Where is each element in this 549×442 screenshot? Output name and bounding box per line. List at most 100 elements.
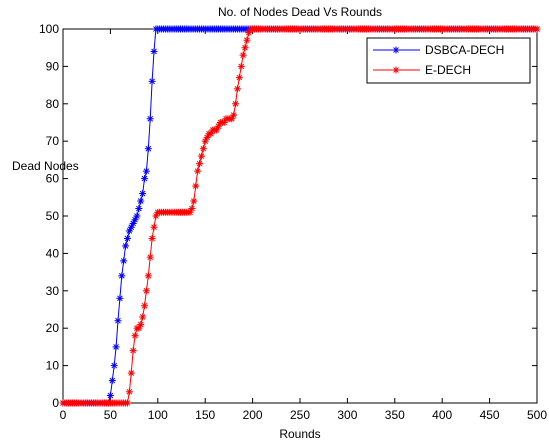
series-group	[59, 25, 541, 407]
marker-stroke	[238, 63, 245, 70]
data-point	[233, 85, 241, 93]
marker-stroke	[141, 175, 148, 182]
marker-stroke	[393, 67, 399, 73]
legend: DSBCA-DECH E-DECH	[366, 37, 531, 84]
marker-stroke	[149, 235, 155, 242]
data-point	[135, 205, 143, 213]
marker-stroke	[240, 52, 246, 58]
data-point	[137, 197, 145, 205]
marker-stroke	[126, 388, 133, 395]
data-point	[123, 399, 131, 407]
x-tick-label: 50	[104, 408, 118, 422]
data-point	[243, 36, 251, 44]
data-point	[141, 302, 149, 310]
chart-title: No. of Nodes Dead Vs Rounds	[218, 5, 382, 19]
data-point	[235, 74, 243, 82]
data-point	[118, 272, 126, 280]
data-point	[137, 320, 145, 328]
y-tick-label: 40	[46, 246, 60, 260]
x-tick-label: 450	[480, 408, 500, 422]
y-axis-label: Dead Nodes	[12, 159, 79, 173]
y-tick-label: 10	[46, 359, 60, 373]
marker-stroke	[120, 258, 127, 264]
data-point	[232, 100, 240, 108]
marker-stroke	[191, 198, 197, 204]
legend-marker	[392, 46, 400, 54]
y-tick-label: 80	[46, 97, 60, 111]
data-point	[146, 115, 154, 123]
marker-stroke	[242, 44, 248, 51]
x-tick-label: 400	[432, 408, 452, 422]
data-point	[146, 253, 154, 261]
data-point	[199, 145, 207, 153]
plot-area	[62, 28, 538, 404]
marker-stroke	[234, 86, 241, 92]
marker-stroke	[136, 205, 142, 212]
data-point	[150, 47, 158, 55]
marker-stroke	[124, 400, 131, 406]
data-point	[123, 234, 131, 242]
y-tick-label: 30	[46, 284, 60, 298]
data-point	[142, 167, 150, 175]
data-point	[139, 313, 147, 321]
data-point	[131, 332, 139, 340]
data-point	[116, 294, 124, 302]
marker-stroke	[128, 370, 135, 376]
y-tick-label: 50	[46, 209, 60, 223]
marker-stroke	[232, 100, 239, 107]
marker-stroke	[147, 254, 154, 260]
y-tick-label: 70	[46, 134, 60, 148]
marker-stroke	[118, 273, 125, 279]
marker-stroke	[115, 317, 121, 324]
y-tick-label: 100	[39, 22, 59, 36]
data-point	[241, 44, 249, 52]
y-tick-label: 20	[46, 321, 60, 335]
data-point	[196, 160, 204, 168]
marker-stroke	[139, 190, 146, 197]
data-point	[139, 190, 147, 198]
data-point	[106, 392, 114, 400]
marker-stroke	[107, 392, 114, 399]
data-point	[127, 369, 135, 377]
data-point	[197, 152, 205, 160]
data-point	[148, 234, 156, 242]
data-point	[142, 287, 150, 295]
marker-stroke	[145, 273, 152, 279]
data-point	[533, 25, 541, 33]
marker-stroke	[134, 213, 140, 219]
data-point	[133, 212, 141, 220]
y-tick-label: 60	[46, 172, 60, 186]
x-tick-label: 200	[243, 408, 263, 422]
y-tick-label: 0	[52, 396, 59, 410]
series-e-dech	[59, 25, 541, 407]
marker-stroke	[113, 344, 119, 350]
marker-stroke	[145, 145, 152, 152]
marker-stroke	[117, 295, 123, 302]
x-tick-label: 0	[60, 408, 67, 422]
data-point	[122, 242, 130, 250]
data-point	[129, 347, 137, 355]
data-point	[144, 272, 152, 280]
data-point	[194, 167, 202, 175]
marker-stroke	[236, 74, 243, 81]
marker-stroke	[192, 183, 199, 189]
data-point	[114, 317, 122, 325]
marker-stroke	[149, 78, 155, 85]
data-point	[108, 377, 116, 385]
x-tick-label: 150	[195, 408, 215, 422]
marker-stroke	[139, 314, 146, 320]
data-point	[148, 77, 156, 85]
data-point	[125, 388, 133, 396]
marker-stroke	[132, 332, 138, 339]
data-point	[237, 62, 245, 70]
marker-stroke	[141, 302, 148, 309]
data-point	[192, 182, 200, 190]
marker-stroke	[130, 347, 136, 354]
marker-stroke	[194, 168, 201, 174]
marker-stroke	[143, 168, 150, 174]
legend-box	[366, 37, 531, 84]
marker-stroke	[189, 205, 195, 212]
x-tick-label: 250	[290, 408, 310, 422]
marker-stroke	[198, 153, 205, 159]
